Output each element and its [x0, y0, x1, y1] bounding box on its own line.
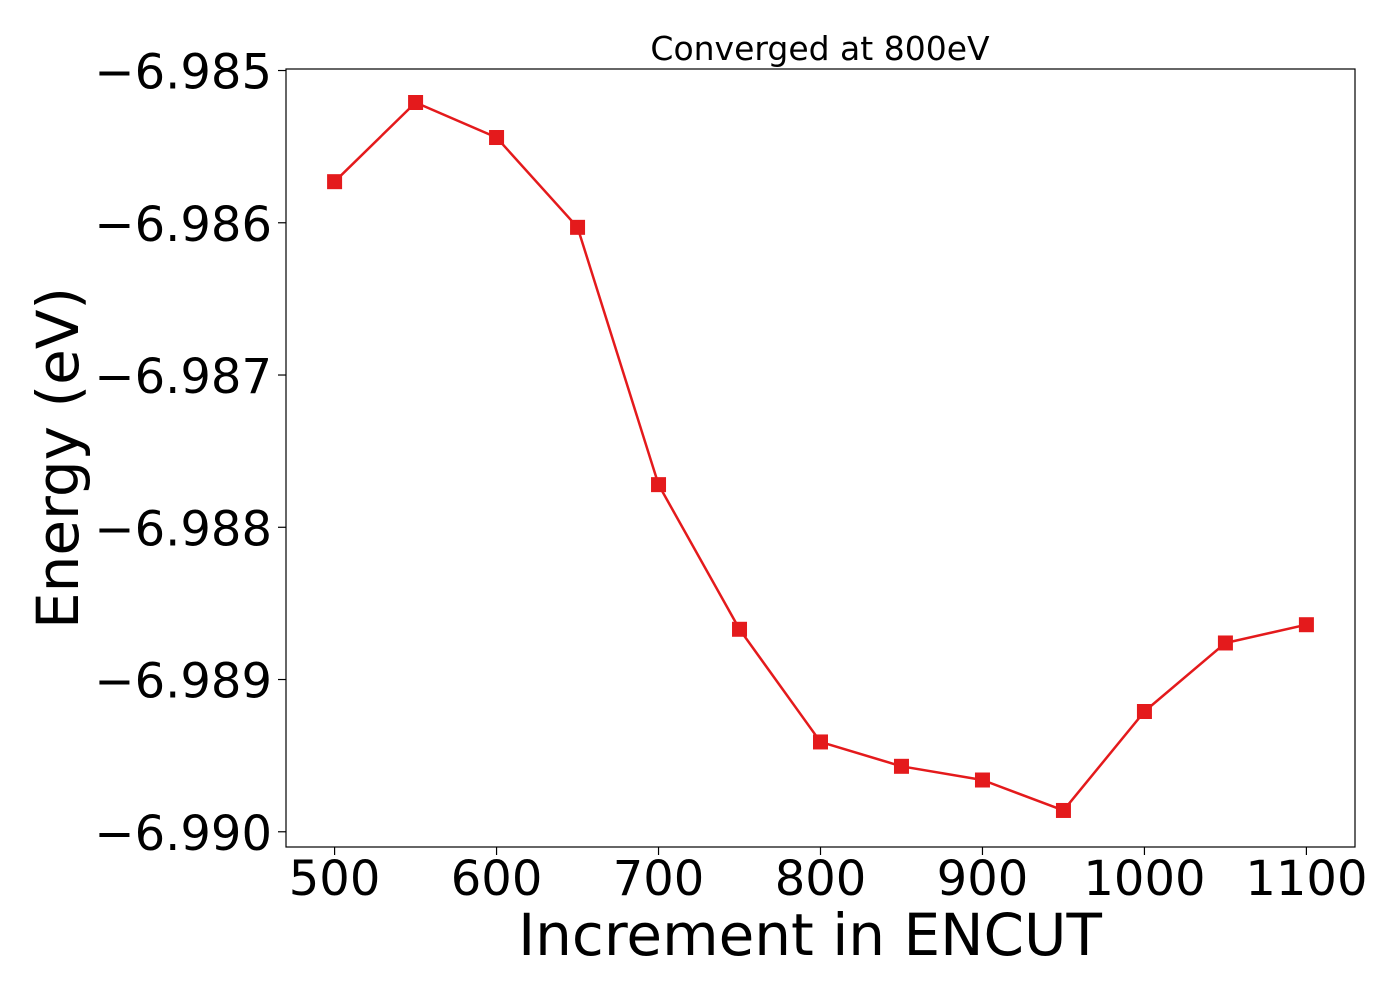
- x-tick-label: 900: [937, 851, 1029, 907]
- data-point-marker: [651, 477, 667, 493]
- y-tick-label: −6.986: [94, 197, 272, 253]
- chart-title: Converged at 800eV: [650, 29, 990, 68]
- data-point-marker: [1217, 635, 1233, 651]
- plot-area-frame: [285, 68, 1356, 848]
- y-axis-label: Energy (eV): [24, 287, 92, 629]
- x-tick-label: 800: [775, 851, 867, 907]
- y-tick-label: −6.987: [94, 349, 272, 405]
- data-point-marker: [570, 219, 586, 235]
- y-axis-ticks: −6.985 −6.986 −6.987 −6.988 −6.989 −6.990: [94, 45, 286, 862]
- x-axis-label: Increment in ENCUT: [518, 901, 1102, 969]
- data-point-marker: [893, 758, 909, 774]
- data-point-marker: [489, 130, 505, 146]
- x-tick-label: 700: [613, 851, 705, 907]
- x-tick-label: 1000: [1083, 851, 1205, 907]
- data-point-marker: [974, 772, 990, 788]
- data-point-marker: [1055, 802, 1071, 818]
- data-point-marker: [1136, 704, 1152, 719]
- x-tick-label: 500: [289, 851, 381, 907]
- data-point-marker: [408, 95, 424, 110]
- data-point-marker: [813, 734, 828, 750]
- y-tick-label: −6.990: [94, 806, 272, 862]
- x-tick-label: 1100: [1245, 851, 1367, 907]
- data-point-marker: [327, 174, 343, 190]
- y-tick-label: −6.989: [94, 654, 272, 710]
- y-tick-label: −6.988: [94, 501, 272, 557]
- series-layer: [327, 95, 1314, 818]
- data-point-marker: [1298, 617, 1314, 633]
- x-tick-label: 600: [451, 851, 543, 907]
- x-axis-ticks: 500 600 700 800 900 1000 1100: [289, 847, 1367, 907]
- y-tick-label: −6.985: [94, 45, 272, 101]
- data-point-marker: [732, 621, 748, 637]
